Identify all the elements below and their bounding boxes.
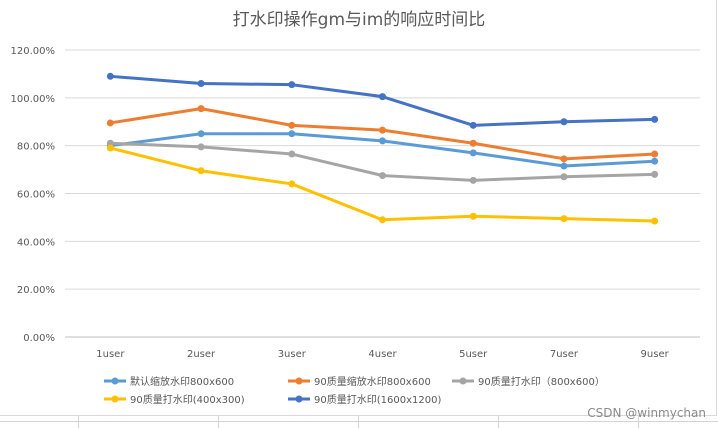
data-point <box>469 121 477 129</box>
legend: 默认缩放水印800x600 90质量缩放水印800x600 90质量打水印（800x… <box>104 375 605 406</box>
legend-label: 90质量缩放水印800x600 <box>314 375 431 388</box>
data-point <box>469 212 477 220</box>
line-chart: 打水印操作gm与im的响应时间比 0.00% 20.00% 40.00% 60.00%… <box>11 10 700 406</box>
data-point <box>469 176 477 184</box>
data-point <box>379 126 386 134</box>
data-point <box>651 170 659 178</box>
legend-marker <box>111 395 119 403</box>
data-point <box>106 139 114 147</box>
data-point <box>288 180 296 188</box>
y-tick-label: 0.00% <box>23 333 55 344</box>
x-tick-label: 9user <box>641 349 670 360</box>
data-point <box>469 139 477 147</box>
data-point <box>197 167 205 175</box>
data-point <box>288 121 296 129</box>
data-point <box>560 118 568 126</box>
legend-label: 90质量打水印(400x300) <box>130 393 245 406</box>
data-point <box>379 172 386 180</box>
series-line <box>108 74 657 127</box>
data-point <box>651 217 659 225</box>
data-point <box>197 143 205 151</box>
legend-label: 90质量打水印（800x600） <box>478 375 605 388</box>
data-point <box>560 155 568 163</box>
data-point <box>197 130 205 138</box>
x-tick-label: 1user <box>96 349 125 360</box>
legend-marker <box>295 395 303 403</box>
data-point <box>379 93 386 101</box>
data-point <box>197 105 205 113</box>
data-point <box>288 130 296 138</box>
chart-title: 打水印操作gm与im的响应时间比 <box>233 10 486 30</box>
x-tick-label: 4user <box>368 349 397 360</box>
y-tick-label: 120.00% <box>11 46 56 57</box>
y-tick-label: 20.00% <box>17 285 55 296</box>
data-point <box>197 79 205 87</box>
data-point <box>560 215 568 223</box>
y-tick-label: 80.00% <box>17 142 55 153</box>
data-point <box>288 150 296 158</box>
legend-marker <box>295 377 303 385</box>
series-lines <box>106 72 659 225</box>
data-point <box>106 72 114 80</box>
legend-label: 90质量打水印(1600x1200) <box>314 393 441 406</box>
x-tick-label: 5user <box>459 349 488 360</box>
data-point <box>379 216 386 224</box>
x-tick-label: 3user <box>278 349 307 360</box>
x-tick-label: 2user <box>187 349 216 360</box>
data-point <box>560 173 568 181</box>
data-point <box>106 144 114 152</box>
y-tick-label: 60.00% <box>17 190 55 201</box>
data-point <box>651 157 659 165</box>
gridlines <box>65 49 700 338</box>
x-axis-labels: 1user 2user 3user 4user 5user 7user 9user <box>96 349 669 360</box>
data-point <box>379 137 386 145</box>
data-point <box>651 115 659 123</box>
data-point <box>106 119 114 127</box>
legend-label: 默认缩放水印800x600 <box>130 375 234 388</box>
data-point <box>288 81 296 89</box>
chart-area[interactable]: 打水印操作gm与im的响应时间比 0.00% 20.00% 40.00% 60.00%… <box>0 0 717 416</box>
watermark-text: CSDN @winmychan <box>587 406 706 420</box>
data-point <box>469 149 477 157</box>
x-tick-label: 7user <box>550 349 579 360</box>
legend-marker <box>111 377 119 385</box>
y-tick-label: 40.00% <box>17 237 55 248</box>
data-point <box>651 150 659 158</box>
data-point <box>560 162 568 170</box>
legend-marker <box>459 377 467 385</box>
sheet-gridline <box>0 421 718 422</box>
y-axis-labels: 0.00% 20.00% 40.00% 60.00% 80.00% 100.00% 120.… <box>11 46 56 344</box>
y-tick-label: 100.00% <box>11 94 56 105</box>
